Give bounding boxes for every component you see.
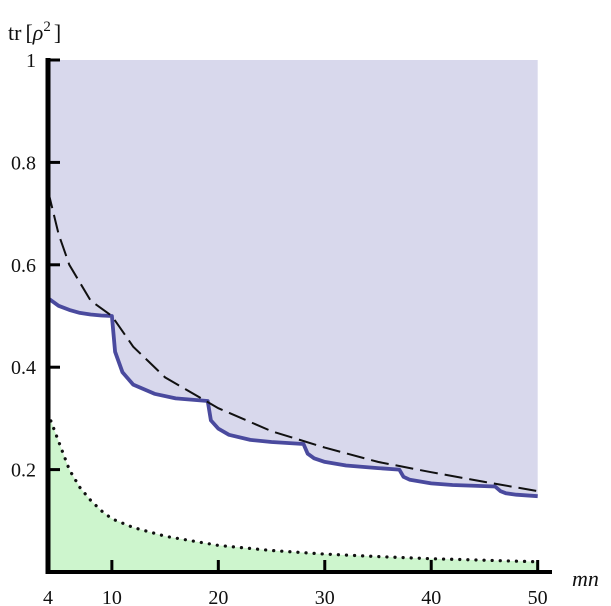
x-axis-label: mn [572,566,599,591]
dashed-curve [47,190,538,493]
x-tick-label: 4 [43,587,53,606]
y-axis-label-prefix: tr [8,20,22,45]
y-axis-label: tr [ρ2] [8,19,61,45]
x-tick-label: 10 [102,587,122,606]
lower-region [48,413,538,572]
x-tick-label: 30 [315,587,335,606]
y-tick-label: 0.2 [11,460,36,482]
y-axis-label-exponent: 2 [43,19,51,35]
y-tick-label: 0.4 [11,357,36,379]
boundary-curve [46,296,538,499]
y-tick-label: 0.6 [11,255,36,277]
x-tick-label: 40 [421,587,441,606]
x-tick-label: 20 [208,587,228,606]
y-tick-label: 0.8 [11,152,36,174]
upper-region [48,60,538,497]
y-tick-label: 1 [26,50,36,72]
x-tick-label: 50 [528,587,548,606]
dotted-curve [46,411,540,564]
y-axis-label-symbol: ρ [32,20,44,45]
